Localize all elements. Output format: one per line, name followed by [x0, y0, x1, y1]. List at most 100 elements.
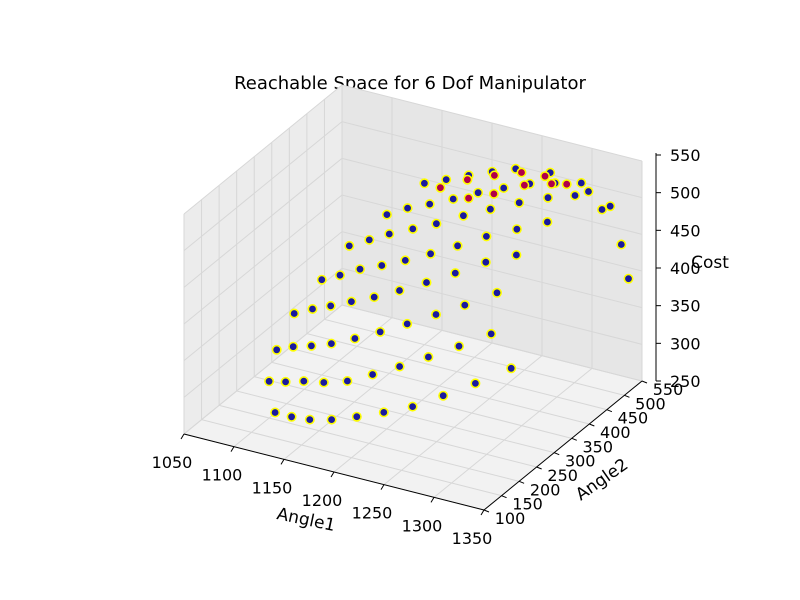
x-tick-label: 1150: [252, 478, 293, 497]
data-point: [605, 201, 616, 212]
data-point: [473, 187, 484, 198]
data-point: [424, 199, 435, 210]
data-point: [375, 326, 386, 337]
z-tick-label: 500: [670, 184, 701, 203]
y-tick-mark: [589, 423, 595, 427]
y-tick-label: 150: [512, 495, 543, 514]
data-point: [346, 296, 357, 307]
z-gridline: [183, 304, 643, 435]
data-point: [349, 333, 360, 344]
data-point: [616, 239, 627, 250]
y-tick-label: 550: [653, 380, 684, 399]
data-point: [264, 376, 275, 387]
data-point: [298, 376, 309, 387]
data-point: [450, 268, 461, 279]
z-tick-label: 350: [670, 297, 701, 316]
x-tick-mark: [230, 446, 235, 452]
z-tick-label: 250: [670, 372, 701, 391]
y-tick-mark: [641, 380, 648, 384]
data-point: [318, 377, 329, 388]
data-point: [402, 203, 413, 214]
highlight-point: [561, 179, 572, 190]
z-tick-label: 400: [670, 259, 701, 278]
y-tick-mark: [501, 495, 507, 499]
data-point: [453, 341, 464, 352]
data-point: [623, 273, 634, 284]
data-point: [394, 285, 405, 296]
z-gridline: [183, 194, 643, 325]
x-tick-label: 1300: [402, 516, 443, 535]
data-point: [306, 340, 317, 351]
data-point: [498, 183, 509, 194]
data-point: [459, 300, 470, 311]
data-point: [438, 390, 449, 401]
data-point: [576, 178, 587, 189]
data-point: [271, 344, 282, 355]
y-tick-label: 250: [547, 466, 578, 485]
data-point: [378, 407, 389, 418]
data-point: [511, 224, 522, 235]
data-point: [381, 209, 392, 220]
z-tick-label: 300: [670, 334, 701, 353]
y-tick-mark: [606, 409, 613, 413]
data-point: [542, 217, 553, 228]
data-point: [423, 351, 434, 362]
data-points: [264, 163, 634, 425]
data-point: [441, 174, 452, 185]
z-axis-label: Cost: [691, 253, 729, 273]
data-point: [481, 231, 492, 242]
chart-title: Reachable Space for 6 Dof Manipulator: [234, 73, 586, 94]
y-tick-label: 300: [565, 452, 596, 471]
x-tick-label: 1200: [302, 491, 343, 510]
data-point: [344, 240, 355, 251]
data-point: [270, 407, 281, 418]
data-point: [470, 378, 481, 389]
tick-labels: 1050110011501200125013001350100150200250…: [152, 146, 701, 548]
data-point: [480, 257, 491, 268]
data-point: [431, 218, 442, 229]
data-point: [458, 210, 469, 221]
z-gridline: [183, 157, 643, 288]
z-tick-label: 450: [670, 221, 701, 240]
data-point: [326, 338, 337, 349]
data-point: [351, 411, 362, 422]
x-tick-label: 1250: [352, 504, 393, 523]
highlight-point: [463, 193, 474, 204]
y-tick-mark: [518, 480, 525, 484]
data-point: [307, 303, 318, 314]
data-point: [354, 264, 365, 275]
highlight-point: [435, 182, 446, 193]
data-point: [486, 328, 497, 339]
y-tick-label: 200: [530, 480, 561, 499]
highlight-point: [489, 170, 500, 181]
y-tick-label: 450: [618, 409, 649, 428]
x-tick-mark: [280, 459, 285, 465]
highlight-point: [488, 188, 499, 199]
data-point: [367, 369, 378, 380]
data-point: [376, 260, 387, 271]
data-point: [421, 277, 432, 288]
y-tick-label: 400: [600, 423, 631, 442]
y-tick-label: 500: [635, 394, 666, 413]
x-tick-label: 1050: [152, 453, 193, 472]
z-gridline: [183, 231, 643, 362]
highlight-point: [546, 178, 557, 189]
highlight-point: [539, 171, 550, 182]
data-point: [491, 287, 502, 298]
data-point: [286, 411, 297, 422]
y-tick-label: 100: [495, 509, 526, 528]
data-point: [325, 300, 336, 311]
data-point: [407, 223, 418, 234]
z-gridline: [183, 84, 643, 215]
data-point: [419, 178, 430, 189]
x-tick-mark: [180, 433, 185, 440]
data-point: [430, 309, 441, 320]
data-point: [364, 234, 375, 245]
data-point: [402, 318, 413, 329]
data-point: [326, 414, 337, 425]
x-tick-mark: [380, 484, 385, 490]
z-gridline: [183, 267, 643, 398]
x-tick-mark: [480, 509, 485, 516]
x-tick-label: 1100: [202, 466, 243, 485]
